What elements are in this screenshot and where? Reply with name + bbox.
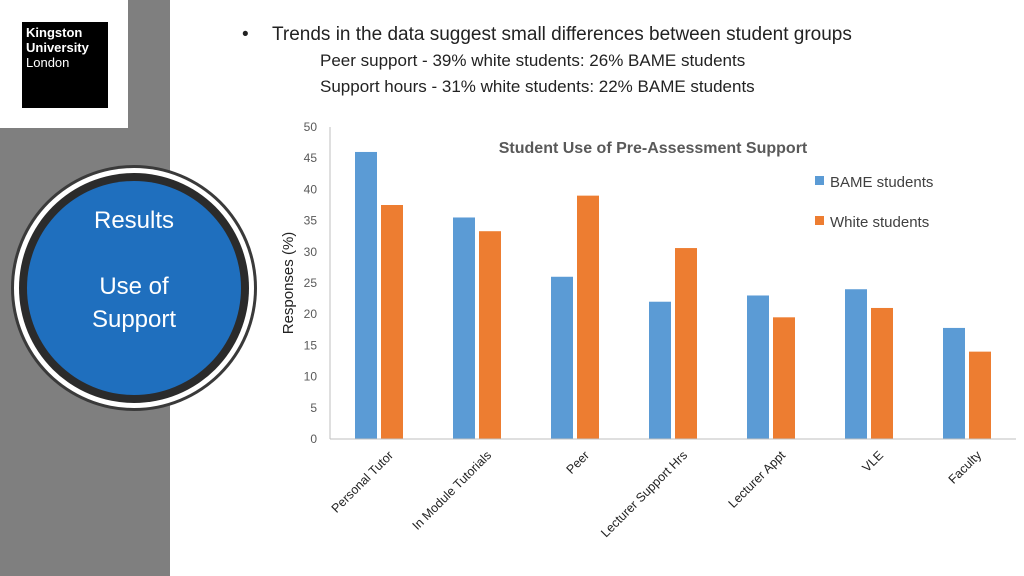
y-axis-label: Responses (%) [280,232,297,335]
bullet-sub-2: Support hours - 31% white students: 22% … [320,77,755,96]
y-tick-label: 45 [304,151,318,165]
bar-white [577,195,599,439]
logo-line-3: London [26,55,70,70]
bullet-dot-icon: • [242,24,249,45]
bar-bame [649,301,671,439]
legend-swatch-white [815,216,824,225]
bullet-main: • Trends in the data suggest small differ… [242,22,852,48]
y-tick-label: 35 [304,214,318,228]
y-tick-label: 40 [304,182,318,196]
x-tick-label: In Module Tutorials [410,448,495,533]
bar-white [773,317,795,439]
bar-white [871,307,893,439]
bar-bame [845,289,867,439]
logo-line-1: Kingston [26,25,83,40]
bullet-main-text: Trends in the data suggest small differe… [272,24,852,45]
y-tick-label: 20 [304,307,318,321]
x-tick-label: Lecturer Support Hrs [598,448,690,540]
y-tick-label: 0 [310,432,317,446]
x-tick-label: Faculty [946,448,985,487]
legend-label-white: White students [830,214,929,231]
chart-title: Student Use of Pre-Assessment Support [499,140,808,157]
logo-container: Kingston University London [0,0,128,128]
university-logo: Kingston University London [22,22,108,108]
legend: BAME students White students [815,174,933,231]
x-tick-label: Personal Tutor [329,448,396,515]
badge-subtitle-line-2: Support [91,306,177,333]
y-tick-label: 30 [304,245,318,259]
y-tick-label: 10 [304,370,318,384]
x-tick-label: VLE [860,448,887,475]
bar-bame [355,151,377,439]
badge-title: Results [93,207,175,234]
bar-white [381,205,403,439]
y-tick-label: 5 [310,401,317,415]
y-tick-label: 50 [304,120,318,134]
y-tick-label: 15 [304,338,318,352]
bar-white [675,248,697,439]
x-tick-label: Peer [564,448,593,477]
bar-bame [453,217,475,439]
bar-white [969,351,991,439]
bar-bame [943,327,965,439]
bullet-sub-1: Peer support - 39% white students: 26% B… [320,51,746,70]
badge-subtitle-line-1: Use of [99,273,169,300]
bar-white [479,231,501,439]
bullet-list: • Trends in the data suggest small differ… [242,22,852,100]
bar-bame [747,295,769,439]
legend-label-bame: BAME students [830,174,933,191]
x-tick-label: Lecturer Appt [726,448,789,511]
legend-swatch-bame [815,176,824,185]
bar-bame [551,276,573,439]
section-badge: Results Use of Support [27,181,241,395]
logo-line-2: University [26,40,89,55]
y-tick-label: 25 [304,276,318,290]
